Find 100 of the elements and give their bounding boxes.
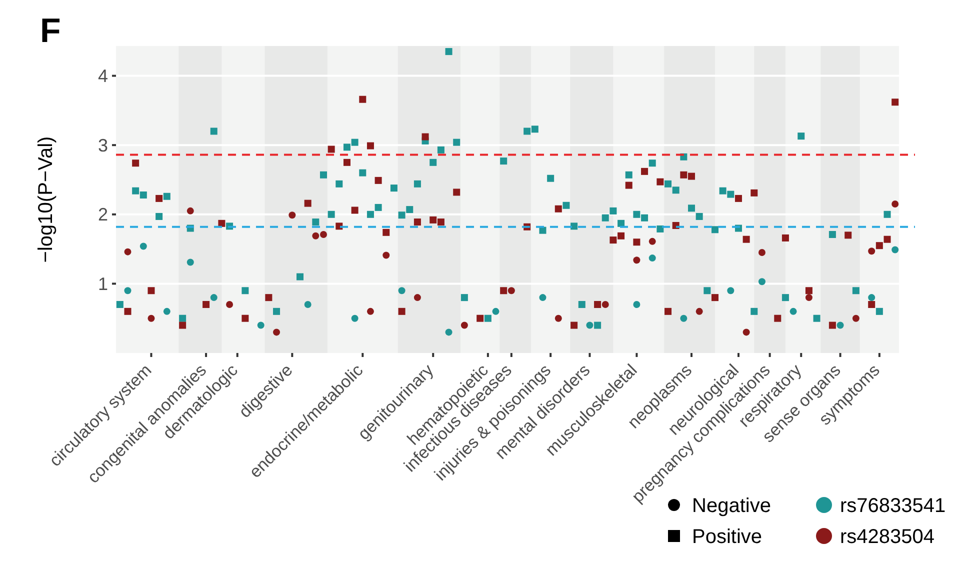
point bbox=[140, 242, 147, 250]
point bbox=[366, 308, 374, 315]
point bbox=[124, 308, 132, 315]
point bbox=[273, 328, 280, 336]
point bbox=[852, 314, 860, 322]
point bbox=[288, 212, 296, 219]
point bbox=[680, 171, 688, 178]
point bbox=[734, 194, 742, 202]
point bbox=[398, 287, 406, 294]
point bbox=[774, 314, 782, 322]
legend-label: rs4283504 bbox=[840, 526, 935, 548]
point bbox=[430, 216, 437, 224]
point bbox=[328, 146, 335, 153]
legend-label: rs76833541 bbox=[840, 495, 946, 517]
y-tick-label: 4 bbox=[98, 66, 108, 86]
point bbox=[618, 232, 625, 240]
point bbox=[445, 328, 452, 336]
point bbox=[186, 207, 194, 214]
point bbox=[148, 287, 155, 294]
point bbox=[554, 314, 562, 322]
point bbox=[179, 322, 186, 329]
point bbox=[648, 238, 656, 245]
point bbox=[805, 294, 812, 302]
point bbox=[508, 287, 515, 294]
point bbox=[688, 172, 696, 180]
point bbox=[711, 294, 718, 302]
point bbox=[374, 176, 382, 184]
point bbox=[414, 218, 421, 226]
point bbox=[437, 218, 444, 226]
point bbox=[892, 98, 899, 106]
point bbox=[124, 287, 132, 294]
point bbox=[664, 308, 672, 315]
point bbox=[163, 308, 170, 315]
point bbox=[320, 230, 327, 238]
point bbox=[460, 322, 468, 329]
point bbox=[539, 294, 546, 302]
point bbox=[398, 308, 406, 315]
point bbox=[696, 308, 703, 315]
point bbox=[892, 246, 899, 254]
point bbox=[868, 300, 876, 308]
point bbox=[758, 278, 766, 286]
point bbox=[884, 236, 891, 243]
point bbox=[492, 308, 500, 315]
y-tick-label: 3 bbox=[98, 135, 108, 156]
point bbox=[312, 232, 320, 240]
text: Negative bbox=[692, 495, 771, 517]
point bbox=[257, 322, 264, 329]
point bbox=[265, 294, 272, 302]
point bbox=[382, 252, 390, 259]
point bbox=[500, 287, 508, 294]
chart-title: F bbox=[40, 12, 61, 50]
point bbox=[742, 328, 750, 336]
point bbox=[186, 258, 194, 266]
point bbox=[382, 228, 390, 236]
point bbox=[828, 322, 836, 329]
point bbox=[625, 182, 632, 189]
point bbox=[366, 142, 374, 150]
point bbox=[836, 322, 844, 329]
point bbox=[586, 322, 594, 329]
point bbox=[156, 194, 163, 202]
point bbox=[554, 205, 562, 212]
point bbox=[610, 236, 617, 244]
point bbox=[304, 300, 312, 308]
point bbox=[656, 178, 664, 186]
point bbox=[570, 322, 578, 329]
y-tick-label: 1 bbox=[98, 274, 108, 294]
point bbox=[453, 188, 460, 196]
point bbox=[422, 133, 429, 140]
point bbox=[892, 200, 899, 208]
point bbox=[750, 189, 758, 196]
point bbox=[414, 294, 421, 302]
y-axis-title: −log10(P−Val) bbox=[35, 136, 57, 263]
point bbox=[343, 158, 350, 166]
point bbox=[727, 287, 734, 294]
point bbox=[844, 232, 852, 239]
point bbox=[790, 308, 797, 315]
point bbox=[680, 314, 688, 322]
point bbox=[132, 160, 140, 167]
point bbox=[633, 238, 640, 246]
point bbox=[633, 256, 640, 264]
point bbox=[602, 300, 609, 308]
text: Positive bbox=[692, 526, 762, 548]
point bbox=[476, 314, 484, 322]
point bbox=[351, 314, 358, 322]
point bbox=[633, 300, 640, 308]
point bbox=[226, 300, 234, 308]
point bbox=[242, 314, 249, 322]
point bbox=[304, 200, 312, 207]
point bbox=[648, 254, 656, 262]
point bbox=[782, 234, 789, 242]
point bbox=[805, 287, 812, 294]
y-tick-label: 2 bbox=[98, 204, 108, 225]
point bbox=[758, 249, 766, 256]
point bbox=[210, 294, 218, 302]
point bbox=[351, 206, 358, 214]
point bbox=[594, 300, 602, 308]
point bbox=[148, 314, 155, 322]
point bbox=[218, 220, 226, 227]
point bbox=[876, 242, 883, 250]
point bbox=[641, 168, 648, 175]
